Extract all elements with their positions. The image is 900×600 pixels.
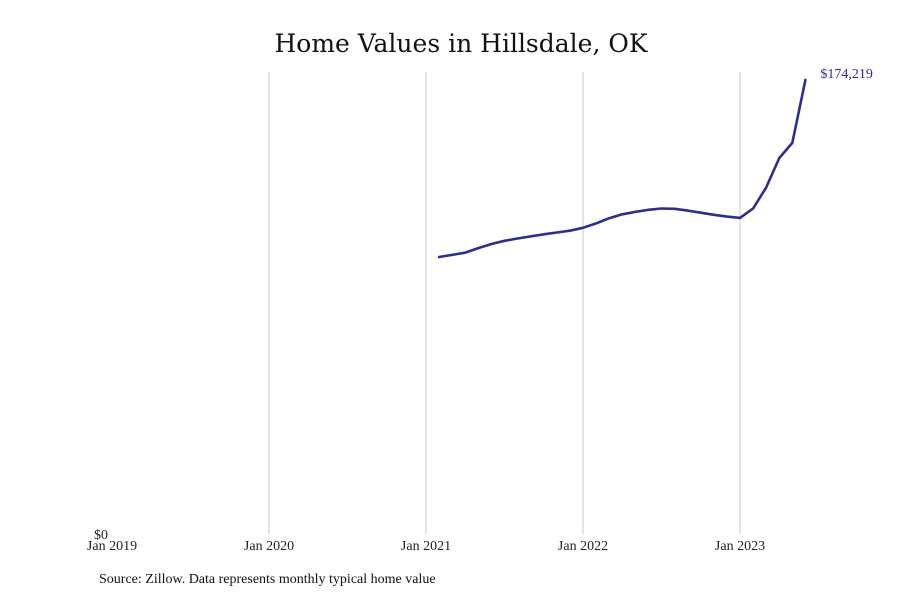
x-tick-label: Jan 2020 [244,539,294,554]
series-layer: $174,219 [437,67,873,259]
x-tick-label: Jan 2021 [401,539,451,554]
x-tick-label: Jan 2023 [715,539,765,554]
gridlines [268,72,741,534]
chart-title: Home Values in Hillsdale, OK [274,29,648,58]
x-tick-label: Jan 2022 [558,539,608,554]
y-axis-ticks: $0 [94,528,108,543]
x-tick-label: Jan 2019 [87,539,137,554]
y-tick-label: $0 [94,528,108,543]
x-axis-ticks: Jan 2019 Jan 2020 Jan 2021 Jan 2022 Jan 2023 [87,539,765,554]
series-line [437,78,807,259]
end-value-label: $174,219 [820,67,873,82]
source-note: Source: Zillow. Data represents monthly … [99,572,436,587]
